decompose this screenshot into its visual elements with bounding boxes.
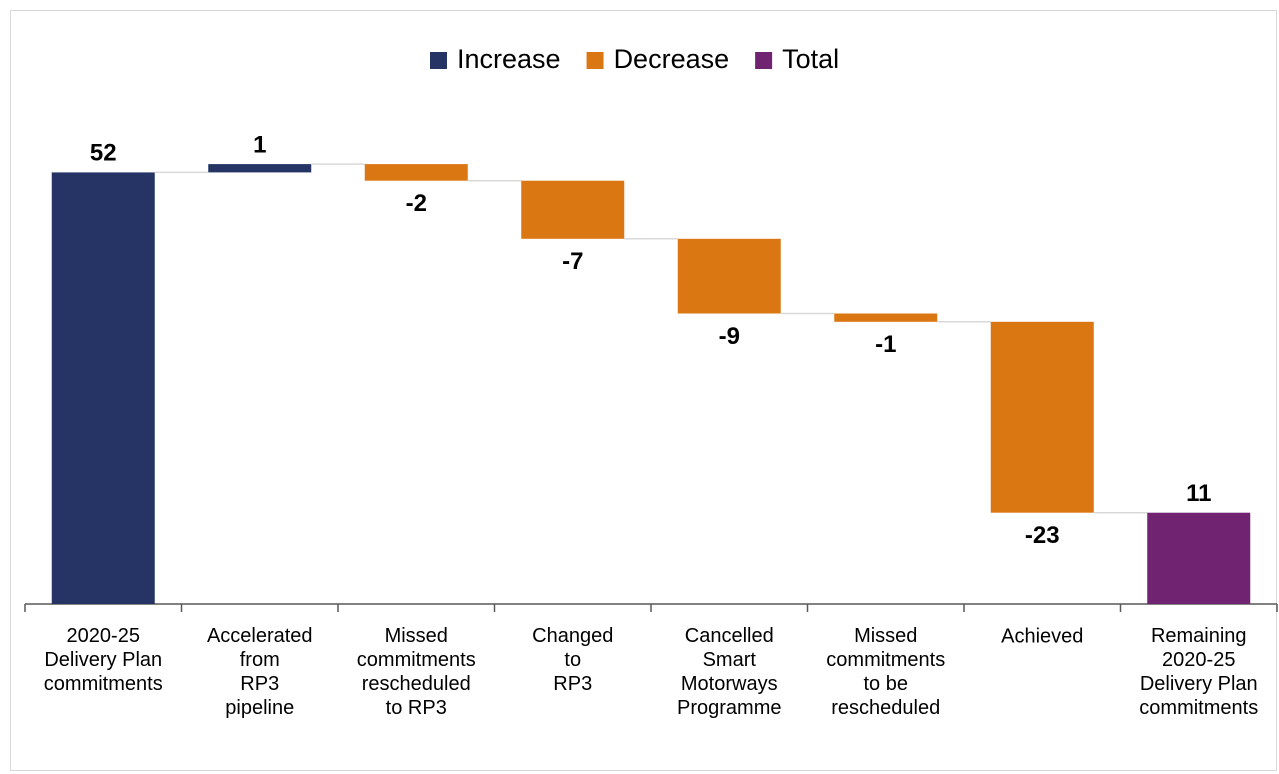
x-tick-label: Remaining 2020-25 Delivery Plan commitments [1139, 625, 1258, 719]
x-tick-label: Missed commitments to be rescheduled [826, 625, 945, 719]
bar [834, 313, 938, 322]
x-tick-label: Changed to RP3 [532, 625, 613, 695]
value-label: -7 [562, 248, 583, 275]
x-tick-label: Cancelled Smart Motorways Programme [677, 625, 781, 719]
value-label: 11 [1186, 480, 1211, 507]
x-tick-label: Achieved [1001, 625, 1083, 647]
legend-label: Decrease [614, 44, 730, 74]
bar [364, 164, 468, 181]
bar [677, 238, 781, 314]
bar [990, 321, 1094, 513]
bar [51, 172, 155, 604]
value-label: -23 [1025, 522, 1060, 549]
value-label: -9 [719, 323, 740, 350]
legend-label: Increase [457, 44, 561, 74]
legend-swatch [586, 52, 604, 69]
legend-label: Total [782, 44, 839, 74]
x-tick-label: Accelerated from RP3 pipeline [207, 625, 313, 719]
x-tick-label: 2020-25 Delivery Plan commitments [44, 625, 163, 695]
bar [1147, 512, 1251, 604]
x-tick-label: Missed commitments rescheduled to RP3 [357, 625, 476, 719]
bar [521, 180, 625, 239]
value-label: 1 [253, 131, 266, 158]
value-label: -1 [875, 331, 896, 358]
legend-swatch [430, 52, 447, 69]
value-label: 52 [90, 140, 117, 167]
bar [208, 164, 312, 173]
value-label: -2 [406, 190, 427, 217]
legend-swatch [755, 52, 773, 69]
